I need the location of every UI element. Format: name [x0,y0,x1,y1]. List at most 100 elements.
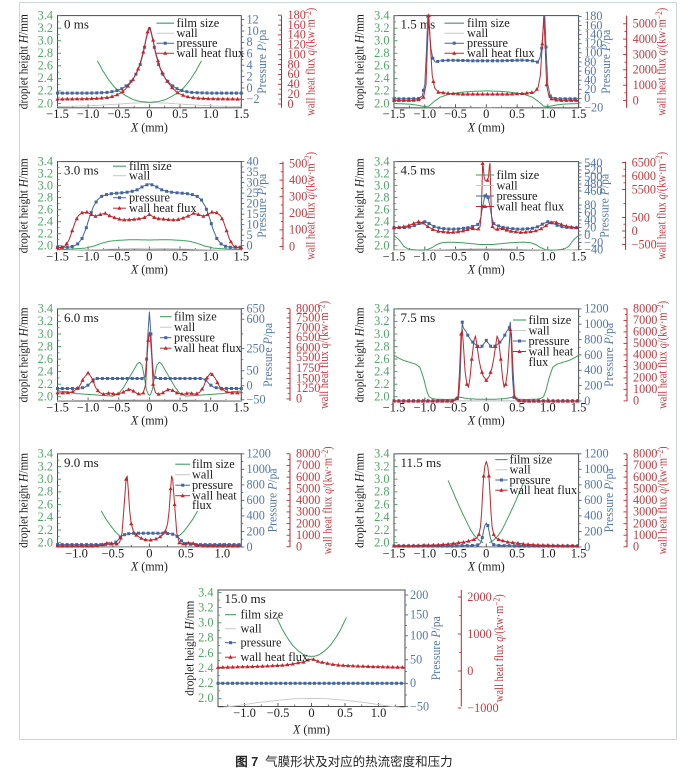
svg-text:160: 160 [288,18,306,32]
svg-text:6500: 6500 [632,155,656,169]
svg-text:pressure: pressure [241,636,283,650]
svg-text:1.5: 1.5 [233,107,249,121]
svg-text:600: 600 [247,312,265,326]
svg-text:5000: 5000 [633,17,657,31]
svg-text:2.0: 2.0 [38,536,53,550]
svg-text:0: 0 [584,228,590,242]
svg-text:2.2: 2.2 [374,84,389,98]
svg-text:−1.5: −1.5 [383,107,406,121]
svg-text:5500: 5500 [632,182,656,196]
svg-text:2.4: 2.4 [198,661,213,675]
svg-text:3000: 3000 [633,505,657,519]
svg-text:pressure: pressure [129,191,171,205]
svg-text:2.4: 2.4 [38,71,53,85]
svg-text:−1.0: −1.0 [77,400,100,414]
svg-text:−1.0: −1.0 [413,400,436,414]
svg-text:6000: 6000 [632,169,656,183]
svg-text:4000: 4000 [633,32,657,46]
svg-text:3.4: 3.4 [38,154,53,168]
svg-text:X (mm): X (mm) [467,414,505,428]
svg-text:400: 400 [584,363,602,377]
svg-text:X (mm): X (mm) [130,263,168,277]
svg-text:−40: −40 [584,242,603,256]
svg-text:wall heat flux q/(kw·m−2): wall heat flux q/(kw·m−2) [317,301,331,409]
svg-text:1.0: 1.0 [203,249,219,263]
svg-text:2.6: 2.6 [38,203,53,217]
svg-text:−500: −500 [632,237,657,251]
svg-text:1.0: 1.0 [214,546,230,560]
svg-text:0: 0 [247,379,253,393]
svg-text:0.5: 0.5 [172,400,188,414]
svg-text:1.5: 1.5 [233,400,249,414]
svg-text:4000: 4000 [633,348,657,362]
svg-text:3.0: 3.0 [38,178,53,192]
svg-text:8000: 8000 [633,302,657,316]
svg-text:flux: flux [529,355,549,369]
svg-text:5000: 5000 [633,482,657,496]
svg-text:X (mm): X (mm) [467,263,505,277]
svg-text:X (mm): X (mm) [292,723,330,737]
svg-text:1.5: 1.5 [571,249,587,263]
svg-text:pressure: pressure [510,473,552,487]
svg-text:800: 800 [584,332,602,346]
svg-text:50: 50 [247,364,259,378]
svg-text:−1.5: −1.5 [383,400,406,414]
svg-text:500: 500 [584,170,602,184]
svg-text:0.5: 0.5 [172,249,188,263]
svg-text:3.4: 3.4 [374,154,389,168]
svg-text:2.6: 2.6 [38,497,53,511]
svg-text:1200: 1200 [584,447,608,461]
svg-text:Pressure P/pa: Pressure P/pa [598,173,612,237]
svg-text:−0.5: −0.5 [444,107,467,121]
svg-text:2.8: 2.8 [38,46,53,60]
svg-text:0: 0 [296,392,302,406]
svg-text:3.2: 3.2 [374,166,389,180]
svg-text:8000: 8000 [633,447,657,461]
svg-text:film size: film size [467,16,510,30]
svg-text:40: 40 [288,77,300,91]
svg-text:3.2: 3.2 [38,21,53,35]
svg-text:0: 0 [633,540,639,554]
svg-text:2.4: 2.4 [374,510,389,524]
svg-text:8000: 8000 [296,301,320,315]
svg-text:2.0: 2.0 [374,96,389,110]
svg-text:12: 12 [247,12,259,26]
svg-text:pressure: pressure [174,331,216,345]
svg-text:480: 480 [584,177,602,191]
svg-text:35: 35 [247,165,259,179]
svg-text:400: 400 [584,509,602,523]
svg-text:0: 0 [247,540,253,554]
svg-text:wall heat flux: wall heat flux [129,201,197,215]
svg-text:wall heat flux: wall heat flux [467,46,535,60]
svg-text:180: 180 [584,9,602,23]
svg-text:2.8: 2.8 [38,485,53,499]
svg-text:Pressure P/pa: Pressure P/pa [266,468,280,532]
svg-text:pressure: pressure [467,36,509,50]
svg-text:2.4: 2.4 [374,71,389,85]
svg-text:600: 600 [584,348,602,362]
svg-text:4000: 4000 [633,493,657,507]
svg-text:Pressure P/pa: Pressure P/pa [255,29,269,93]
svg-text:20: 20 [288,87,300,101]
svg-text:0: 0 [633,93,639,107]
svg-text:120: 120 [288,38,306,52]
svg-text:−1.5: −1.5 [46,107,69,121]
svg-text:2.0: 2.0 [198,691,213,705]
svg-text:200: 200 [289,206,307,220]
svg-text:Pressure P/pa: Pressure P/pa [599,29,613,93]
svg-text:2.8: 2.8 [374,485,389,499]
svg-text:2.2: 2.2 [374,523,389,537]
svg-text:100: 100 [288,48,306,62]
svg-text:−0.5: −0.5 [444,249,467,263]
svg-text:droplet height H/mm: droplet height H/mm [353,453,367,548]
svg-text:2: 2 [247,69,253,83]
svg-text:wall heat flux q/(kw·m−2): wall heat flux q/(kw·m−2) [654,152,668,260]
svg-text:droplet height H/mm: droplet height H/mm [17,14,31,109]
svg-text:6: 6 [247,47,253,61]
svg-text:0: 0 [483,400,489,414]
svg-text:300: 300 [289,190,307,204]
svg-text:0 ms: 0 ms [64,17,89,32]
svg-text:−0.5: −0.5 [107,400,130,414]
svg-text:pressure: pressure [177,36,219,50]
svg-text:2.2: 2.2 [38,84,53,98]
